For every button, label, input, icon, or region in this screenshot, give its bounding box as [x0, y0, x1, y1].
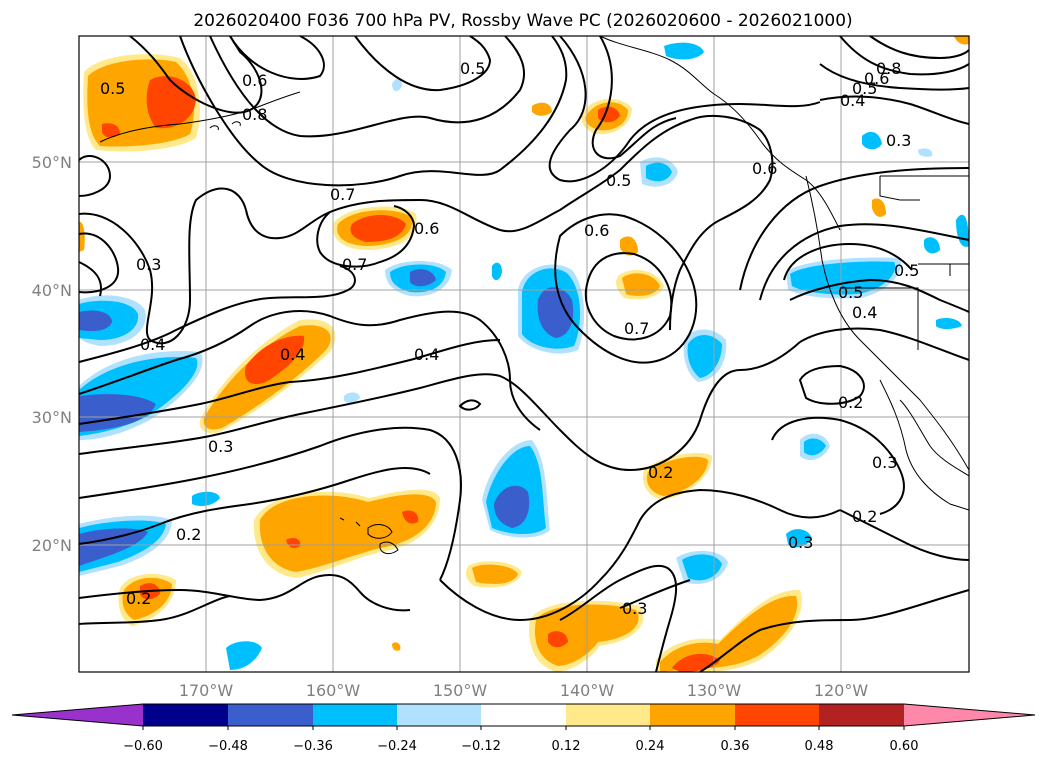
lon-label: 160°W: [306, 681, 361, 700]
colorbar-bin: [143, 704, 228, 726]
coastlines: [99, 35, 970, 555]
contour-label: 0.3: [622, 599, 647, 618]
colorbar-bin: [819, 704, 904, 726]
colorbar-bin: [313, 704, 397, 726]
contour-label: 0.2: [176, 525, 201, 544]
contour-label: 0.4: [840, 91, 865, 110]
contour-label: 0.4: [852, 303, 877, 322]
lon-label: 170°W: [179, 681, 234, 700]
contour-label: 0.6: [584, 221, 609, 240]
colorbar: −0.60 −0.48 −0.36 −0.24 −0.12 0.12 0.24 …: [11, 703, 1036, 754]
lon-label: 120°W: [814, 681, 869, 700]
contour-label: 0.8: [876, 59, 901, 78]
contour-label: 0.2: [648, 463, 673, 482]
lat-label: 30°N: [32, 408, 72, 427]
colorbar-tick-label: −0.36: [293, 739, 333, 754]
contour-label: 0.3: [872, 453, 897, 472]
longitude-labels: 170°W 160°W 150°W 140°W 130°W 120°W: [179, 681, 869, 700]
contour-label: 0.5: [894, 261, 919, 280]
contour-label: 0.6: [242, 71, 267, 90]
colorbar-tick-label: −0.48: [208, 739, 248, 754]
colorbar-extend-low: [12, 704, 143, 726]
colorbar-bin: [228, 704, 313, 726]
colorbar-tick-label: 0.24: [636, 739, 665, 754]
colorbar-tick-label: 0.12: [552, 739, 581, 754]
colorbar-bin: [566, 704, 650, 726]
pv-contours: [78, 35, 970, 673]
contour-label: 0.5: [852, 79, 877, 98]
contour-label: 0.6: [752, 159, 777, 178]
latitude-labels: 50°N 40°N 30°N 20°N: [32, 153, 72, 555]
contour-label: 0.2: [838, 393, 863, 412]
colorbar-tick-label: −0.24: [377, 739, 417, 754]
colorbar-tick-label: 0.48: [805, 739, 834, 754]
contour-label: 0.5: [606, 171, 631, 190]
contour-labels: 0.5 0.6 0.8 0.5 0.8 0.6 0.5 0.4 0.3 0.7 …: [100, 59, 919, 618]
contour-label: 0.3: [886, 131, 911, 150]
contour-label: 0.2: [126, 589, 151, 608]
lon-label: 150°W: [433, 681, 488, 700]
lat-label: 40°N: [32, 281, 72, 300]
lat-label: 20°N: [32, 536, 72, 555]
colorbar-tick-label: 0.60: [890, 739, 919, 754]
contour-label: 0.7: [624, 319, 649, 338]
map-title: 2026020400 F036 700 hPa PV, Rossby Wave …: [193, 11, 852, 31]
contour-label: 0.7: [342, 255, 367, 274]
contour-label: 0.2: [852, 507, 877, 526]
colorbar-tick-label: 0.36: [721, 739, 750, 754]
lon-label: 130°W: [687, 681, 742, 700]
contour-label: 0.6: [864, 69, 889, 88]
contour-label: 0.3: [208, 437, 233, 456]
lon-label: 140°W: [560, 681, 615, 700]
contour-label: 0.4: [280, 345, 305, 364]
contour-label: 0.4: [140, 335, 165, 354]
contour-label: 0.8: [242, 105, 267, 124]
contour-label: 0.5: [838, 283, 863, 302]
map-background: [79, 36, 969, 672]
lat-label: 50°N: [32, 153, 72, 172]
map-frame: [78, 35, 970, 673]
contour-label: 0.5: [460, 59, 485, 78]
contour-label: 0.4: [414, 345, 439, 364]
colorbar-bin: [735, 704, 819, 726]
graticule: [79, 36, 969, 672]
colorbar-bin: [650, 704, 735, 726]
colorbar-tick-label: −0.12: [461, 739, 501, 754]
contour-label: 0.3: [136, 255, 161, 274]
colorbar-bin: [397, 704, 481, 726]
contour-label: 0.6: [414, 219, 439, 238]
contour-label: 0.5: [100, 79, 125, 98]
colorbar-tick-label: −0.60: [123, 739, 163, 754]
positive-anomaly-shading: [79, 36, 969, 672]
colorbar-extend-high: [904, 704, 1035, 726]
colorbar-bin: [481, 704, 566, 726]
contour-label: 0.3: [788, 533, 813, 552]
contour-label: 0.7: [330, 185, 355, 204]
